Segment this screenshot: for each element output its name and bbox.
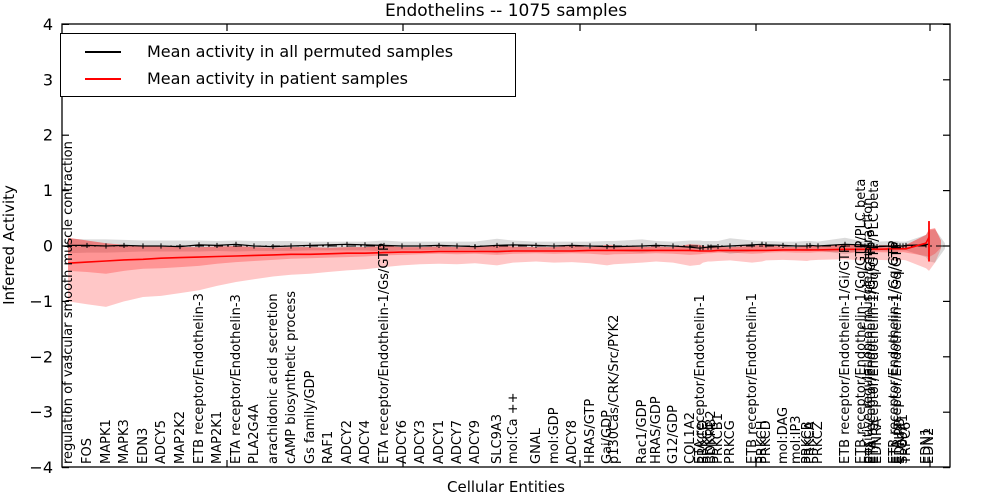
- y-tick-label: 4: [43, 15, 53, 34]
- legend-line-red-icon: [85, 77, 121, 80]
- x-entity-label: PRKCB: [800, 421, 815, 464]
- x-entity-label: ETA receptor/Endothelin-1/Gq/GTP/PLC bet…: [867, 180, 882, 464]
- x-entity-label: PRKCD: [759, 420, 774, 464]
- x-entity-label: COL1A2: [683, 412, 698, 464]
- x-entity-label: MAPK1: [99, 419, 114, 464]
- x-entity-label: ETA receptor/Endothelin-1/Gq/GTP: [890, 242, 905, 464]
- x-entity-label: PRKCA: [803, 421, 818, 464]
- x-entity-label: ADCY5: [154, 420, 169, 464]
- x-entity-label: HRAS/GTP: [583, 399, 598, 464]
- legend-entry-patient: Mean activity in patient samples: [61, 65, 515, 92]
- x-entity-label: ADCY1: [432, 420, 447, 464]
- x-entity-label: mol:IP3: [789, 415, 804, 464]
- x-entity-label: PRKCE: [701, 422, 716, 464]
- legend-entry-permuted: Mean activity in all permuted samples: [61, 38, 515, 65]
- y-tick-label: 1: [43, 181, 53, 200]
- x-entity-label: arachidonic acid secretion: [266, 293, 281, 464]
- x-entity-label: ADCY4: [358, 420, 373, 464]
- x-entity-label: GNAL: [529, 427, 544, 464]
- x-entity-label: ETA receptor/Endothelin-1/Gs/GTP: [377, 243, 392, 464]
- x-entity-label: EDNRA: [870, 419, 885, 464]
- x-entity-label: ETB receptor/Endothelin-1/Gq/GTP/PLC bet…: [854, 179, 869, 464]
- y-tick-label: 0: [43, 237, 53, 256]
- x-entity-label: SLC9A3: [490, 414, 505, 464]
- x-entity-label: BDKRB2: [704, 410, 719, 464]
- y-tick-label: −1: [29, 292, 53, 311]
- x-entity-label: EDNRB: [893, 418, 908, 464]
- x-entity-label: PRKCG: [723, 420, 738, 464]
- x-entity-label: ETA receptor/Endothelin-1/Gi/GTP: [864, 246, 879, 464]
- x-entity-label: mol:Ca ++: [506, 392, 521, 464]
- x-entity-label: EDN3: [136, 428, 151, 464]
- x-entity-label: SLC9A1: [896, 414, 911, 464]
- x-entity-label: PLA2G4A: [247, 404, 262, 464]
- x-entity-label: ADCY3: [413, 420, 428, 464]
- x-entity-label: Gai/GDP: [600, 410, 615, 464]
- y-axis-label: Inferred Activity: [0, 185, 18, 305]
- x-entity-label: Gs family/GDP: [303, 370, 318, 464]
- x-entity-label: EDN1: [919, 428, 934, 464]
- x-entity-label: mol:GDP: [547, 407, 562, 464]
- x-entity-label: ETB receptor/Endothelin-1/Gq/GTP: [887, 241, 902, 464]
- series-line-patient: [67, 236, 930, 264]
- x-entity-label: MAPK3: [117, 419, 132, 464]
- x-entity-label: MAP2K1: [210, 411, 225, 464]
- y-tick-label: 3: [43, 70, 53, 89]
- series-line-permuted: [68, 243, 930, 249]
- x-entity-label: Rac1/GDP: [635, 399, 650, 464]
- x-entity-label: PRKCQ: [696, 420, 711, 464]
- x-entity-label: PRKCB1: [711, 413, 726, 464]
- x-entity-label: positive regulation of muscle contractio…: [861, 198, 876, 464]
- x-entity-label: PRKCH: [755, 420, 770, 464]
- x-entity-label: ADCY9: [468, 420, 483, 464]
- x-entity-label: regulation of vascular smooth muscle con…: [61, 141, 76, 464]
- x-entity-label: HRAS/GDP: [649, 396, 664, 464]
- y-tick-label: 2: [43, 126, 53, 145]
- x-entity-label: ETA receptor/Endothelin-3: [229, 294, 244, 464]
- x-entity-label: RAF1: [321, 431, 336, 464]
- y-tick-label: −2: [29, 347, 53, 366]
- x-entity-label: p130Cas/CRK/Src/PYK2: [607, 315, 622, 464]
- x-axis-label: Cellular Entities: [447, 478, 565, 496]
- x-entity-label: MAP2K2: [173, 411, 188, 464]
- legend-line-black-icon: [85, 50, 121, 53]
- x-entity-label: ETB receptor/Endothelin-3: [192, 293, 207, 464]
- x-entity-label: cAMP biosynthetic process: [284, 291, 299, 464]
- x-entity-label: ETB receptor/Endothelin-1: [745, 293, 760, 464]
- x-entity-label: FOS: [80, 438, 95, 464]
- x-entity-label: ETB receptor/Endothelin-1/Gi/GTP: [838, 245, 853, 464]
- y-tick-label: −4: [29, 458, 53, 477]
- y-tick-label: −3: [29, 403, 53, 422]
- x-entity-label: TRPC6: [899, 422, 914, 465]
- legend-label: Mean activity in all permuted samples: [147, 41, 454, 61]
- x-entity-label: G12/GDP: [666, 405, 681, 464]
- x-entity-label: ADCY8: [565, 420, 580, 464]
- x-entity-label: PRKCZ: [811, 421, 826, 464]
- legend-label: Mean activity in patient samples: [147, 68, 408, 88]
- x-entity-label: EDN2: [922, 428, 937, 464]
- x-entity-label: ETA receptor/Endothelin-1: [693, 294, 708, 464]
- x-entity-label: ADCY7: [450, 420, 465, 464]
- chart-title: Endothelins -- 1075 samples: [384, 1, 628, 21]
- legend: Mean activity in all permuted samples Me…: [60, 33, 516, 97]
- band-patient-range-outer: [68, 228, 941, 307]
- x-entity-label: ADCY6: [395, 420, 410, 464]
- x-entity-label: ADCY2: [340, 420, 355, 464]
- x-entity-label: mol:DAG: [776, 407, 791, 464]
